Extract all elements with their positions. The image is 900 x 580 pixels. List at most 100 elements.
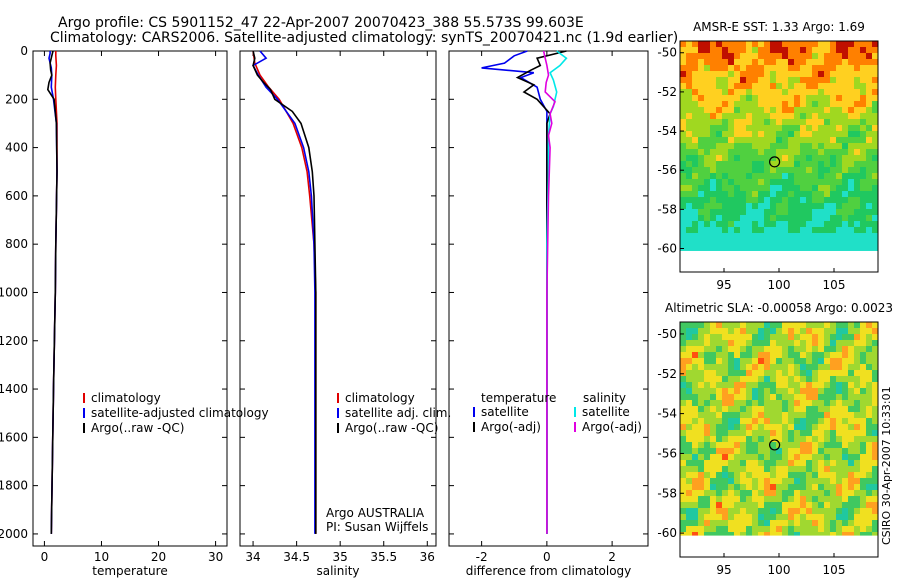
heatmap-cell (818, 59, 824, 66)
heatmap-cell (764, 508, 770, 515)
heatmap-cell (788, 161, 794, 168)
heatmap-cell (734, 364, 740, 371)
heatmap-cell (818, 239, 824, 246)
heatmap-cell (680, 101, 686, 108)
heatmap-cell (776, 53, 782, 60)
heatmap-cell (794, 418, 800, 425)
heatmap-cell (818, 107, 824, 114)
heatmap-cell (734, 227, 740, 234)
heatmap-cell (830, 490, 836, 497)
heatmap-cell (794, 125, 800, 132)
heatmap-cell (752, 430, 758, 437)
heatmap-cell (734, 352, 740, 359)
heatmap-cell (692, 221, 698, 228)
heatmap-cell (788, 424, 794, 431)
heatmap-cell (680, 143, 686, 150)
heatmap-cell (722, 167, 728, 174)
heatmap-cell (848, 406, 854, 413)
heatmap-cell (824, 364, 830, 371)
heatmap-cell (686, 173, 692, 180)
heatmap-cell (752, 113, 758, 120)
heatmap-cell (728, 460, 734, 467)
heatmap-cell (854, 239, 860, 246)
heatmap-cell (734, 185, 740, 192)
heatmap-cell (722, 532, 728, 536)
heatmap-cell (800, 436, 806, 443)
heatmap-cell (764, 424, 770, 431)
heatmap-cell (728, 233, 734, 240)
heatmap-cell (704, 143, 710, 150)
heatmap-cell (704, 496, 710, 503)
heatmap-cell (848, 143, 854, 150)
heatmap-cell (704, 101, 710, 108)
heatmap-cell (716, 59, 722, 66)
heatmap-cell (854, 346, 860, 353)
heatmap-cell (800, 376, 806, 383)
heatmap-cell (710, 484, 716, 491)
heatmap-cell (680, 71, 686, 78)
heatmap-cell (698, 496, 704, 503)
heatmap-cell (782, 430, 788, 437)
heatmap-cell (866, 328, 872, 335)
heatmap-cell (680, 370, 686, 377)
heatmap-cell (716, 358, 722, 365)
heatmap-cell (818, 119, 824, 126)
heatmap-cell (746, 340, 752, 347)
heatmap-cell (782, 215, 788, 222)
heatmap-cell (716, 89, 722, 96)
heatmap-cell (872, 382, 878, 389)
heatmap-cell (710, 478, 716, 485)
heatmap-cell (746, 460, 752, 467)
heatmap-cell (842, 376, 848, 383)
heatmap-cell (758, 233, 764, 240)
heatmap-cell (830, 125, 836, 132)
heatmap-cell (848, 358, 854, 365)
heatmap-cell (854, 107, 860, 114)
heatmap-cell (776, 125, 782, 132)
heatmap-cell (800, 502, 806, 509)
heatmap-cell (830, 95, 836, 102)
heatmap-cell (866, 418, 872, 425)
heatmap-cell (692, 149, 698, 156)
heatmap-cell (830, 239, 836, 246)
heatmap-cell (722, 95, 728, 102)
heatmap-cell (806, 484, 812, 491)
heatmap-cell (860, 484, 866, 491)
heatmap-cell (836, 514, 842, 521)
heatmap-cell (782, 155, 788, 162)
heatmap-cell (854, 334, 860, 341)
heatmap-cell (854, 191, 860, 198)
heatmap-cell (782, 53, 788, 60)
heatmap-cell (830, 406, 836, 413)
heatmap-cell (770, 388, 776, 395)
heatmap-cell (836, 65, 842, 72)
heatmap-cell (818, 454, 824, 461)
heatmap-cell (812, 394, 818, 401)
heatmap-cell (764, 209, 770, 216)
heatmap-cell (794, 472, 800, 479)
heatmap-cell (698, 352, 704, 359)
heatmap-cell (866, 496, 872, 503)
heatmap-cell (716, 197, 722, 204)
heatmap-cell (746, 233, 752, 240)
heatmap-cell (848, 149, 854, 156)
heatmap-cell (758, 179, 764, 186)
heatmap-cell (782, 472, 788, 479)
heatmap-cell (860, 496, 866, 503)
heatmap-cell (698, 101, 704, 108)
heatmap-cell (776, 370, 782, 377)
heatmap-cell (728, 191, 734, 198)
heatmap-cell (872, 113, 878, 120)
heatmap-cell (704, 364, 710, 371)
heatmap-cell (782, 227, 788, 234)
heatmap-cell (734, 215, 740, 222)
heatmap-cell (818, 89, 824, 96)
heatmap-cell (860, 215, 866, 222)
heatmap-cell (728, 412, 734, 419)
heatmap-cell (722, 424, 728, 431)
heatmap-cell (806, 47, 812, 54)
heatmap-cell (734, 496, 740, 503)
heatmap-cell (836, 466, 842, 473)
heatmap-cell (836, 233, 842, 240)
heatmap-cell (824, 131, 830, 138)
